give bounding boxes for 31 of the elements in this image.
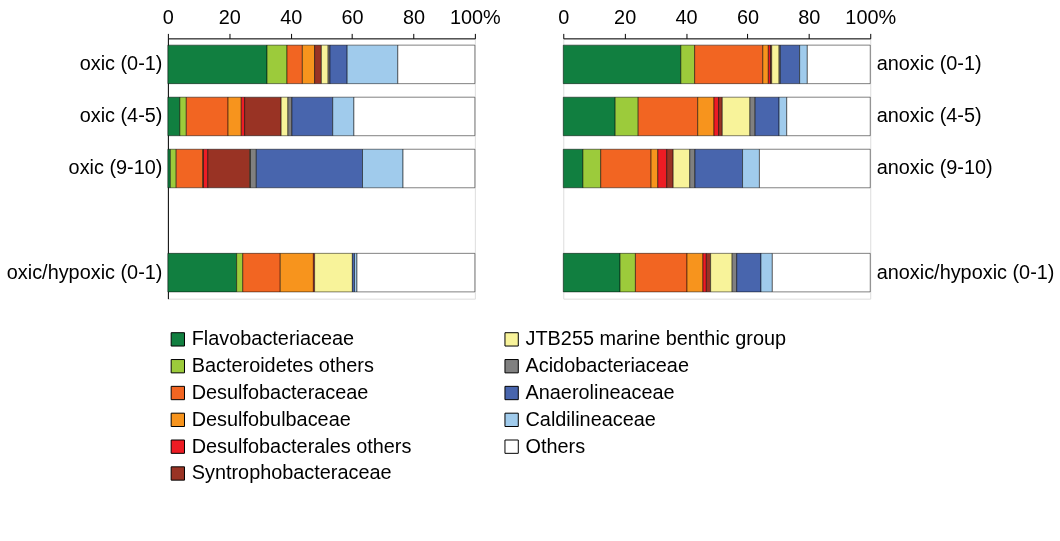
x-tick-label: 100% [449,5,501,28]
y-tick-label: oxic (4-5) [79,104,163,127]
y-tick-label: oxic (9-10) [68,156,163,179]
legend-label: JTB255 marine benthic group [525,327,787,350]
x-tick-label: 80 [798,5,821,28]
legend-label: Caldilineaceae [525,407,656,430]
legend-label: Desulfobulbaceae [191,407,351,430]
x-tick-label: 60 [341,5,364,28]
legend-label: Desulfobacterales others [191,434,412,457]
y-tick-label: oxic/hypoxic (0-1) [6,260,163,283]
y-tick-label: oxic (0-1) [79,52,163,75]
x-tick-label: 60 [736,5,760,28]
legend-label: Flavobacteriaceae [191,327,355,350]
legend-label: Desulfobacteraceae [191,380,369,403]
x-tick-label: 20 [218,5,241,28]
legend-label: Anaerolineaceae [525,380,675,403]
legend-label: Bacteroidetes others [191,354,374,377]
y-tick-label: anoxic (9-10) [876,156,993,179]
x-tick-label: 20 [614,5,637,28]
legend-label: Acidobacteriaceae [525,354,689,377]
y-tick-label: anoxic/hypoxic (0-1) [876,260,1055,283]
legend-label: Others [525,434,586,457]
x-tick-label: 0 [162,5,174,28]
y-tick-label: anoxic (0-1) [876,52,982,75]
x-tick-label: 40 [675,5,698,28]
x-tick-label: 0 [558,5,570,28]
x-tick-label: 40 [280,5,303,28]
y-tick-label: anoxic (4-5) [876,104,982,127]
legend-label: Syntrophobacteraceae [191,461,392,484]
x-tick-label: 80 [402,5,426,28]
x-tick-label: 100% [845,5,897,28]
